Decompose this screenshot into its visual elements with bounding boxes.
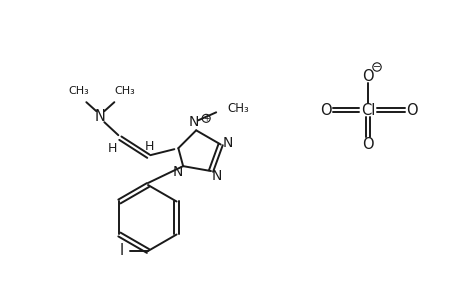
Text: O: O xyxy=(361,136,373,152)
Text: −: − xyxy=(372,62,380,72)
Text: CH₃: CH₃ xyxy=(68,86,89,96)
Text: I: I xyxy=(120,244,124,259)
Text: O: O xyxy=(319,103,331,118)
Text: +: + xyxy=(202,114,209,123)
Text: N: N xyxy=(173,165,183,179)
Text: N: N xyxy=(211,169,222,183)
Text: CH₃: CH₃ xyxy=(114,86,134,96)
Text: O: O xyxy=(405,103,417,118)
Text: Cl: Cl xyxy=(360,103,375,118)
Text: H: H xyxy=(144,140,154,153)
Text: N: N xyxy=(222,136,232,151)
Text: H: H xyxy=(107,142,117,155)
Text: N: N xyxy=(189,115,199,129)
Text: N: N xyxy=(95,109,106,124)
Text: O: O xyxy=(361,68,373,83)
Text: CH₃: CH₃ xyxy=(227,102,248,115)
